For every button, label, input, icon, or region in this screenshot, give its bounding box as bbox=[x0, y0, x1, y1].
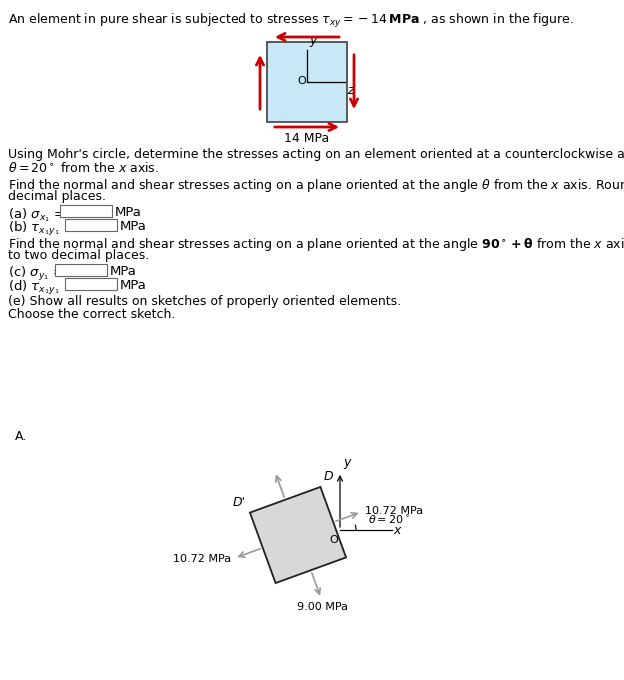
Text: x: x bbox=[393, 524, 401, 537]
Text: Using Mohr's circle, determine the stresses acting on an element oriented at a c: Using Mohr's circle, determine the stres… bbox=[8, 148, 624, 161]
Text: (e) Show all results on sketches of properly oriented elements.: (e) Show all results on sketches of prop… bbox=[8, 295, 401, 308]
Text: $\theta = 20^\circ$: $\theta = 20^\circ$ bbox=[368, 514, 410, 526]
Bar bbox=[55, 264, 107, 276]
Text: 14 MPa: 14 MPa bbox=[285, 132, 329, 145]
Bar bbox=[65, 278, 117, 290]
Text: D': D' bbox=[233, 496, 246, 509]
Text: 9.00 MPa: 9.00 MPa bbox=[297, 602, 348, 612]
Text: $\theta = 20^\circ$ from the $x$ axis.: $\theta = 20^\circ$ from the $x$ axis. bbox=[8, 161, 159, 175]
Text: decimal places.: decimal places. bbox=[8, 190, 106, 203]
Text: Find the normal and shear stresses acting on a plane oriented at the angle $\the: Find the normal and shear stresses actin… bbox=[8, 177, 624, 194]
Text: (a) $\sigma_{x_1}$ =: (a) $\sigma_{x_1}$ = bbox=[8, 206, 65, 224]
Text: 10.72 MPa: 10.72 MPa bbox=[173, 554, 231, 564]
Text: MPa: MPa bbox=[115, 206, 142, 219]
Text: MPa: MPa bbox=[110, 265, 137, 278]
Bar bbox=[60, 205, 112, 217]
Text: A.: A. bbox=[15, 430, 27, 443]
Text: y: y bbox=[343, 456, 350, 469]
Bar bbox=[65, 219, 117, 231]
Bar bbox=[267, 42, 347, 122]
Text: (c) $\sigma_{y_1}$ =: (c) $\sigma_{y_1}$ = bbox=[8, 265, 64, 283]
Text: D: D bbox=[323, 470, 333, 483]
Text: (b) $\tau_{x_1 y_1}$ =: (b) $\tau_{x_1 y_1}$ = bbox=[8, 220, 75, 238]
Text: An element in pure shear is subjected to stresses $\tau_{xy} = -14\,\mathbf{MPa}: An element in pure shear is subjected to… bbox=[8, 12, 574, 30]
Text: z: z bbox=[347, 84, 354, 97]
Text: to two decimal places.: to two decimal places. bbox=[8, 249, 149, 262]
Text: MPa: MPa bbox=[120, 220, 147, 233]
Text: y: y bbox=[309, 34, 316, 47]
Text: MPa: MPa bbox=[120, 279, 147, 292]
Text: (d) $\tau_{x_1 y_1}$ =: (d) $\tau_{x_1 y_1}$ = bbox=[8, 279, 75, 297]
Text: 10.72 MPa: 10.72 MPa bbox=[365, 505, 423, 515]
Polygon shape bbox=[250, 487, 346, 583]
Text: O: O bbox=[329, 535, 338, 545]
Text: O: O bbox=[297, 76, 306, 86]
Text: Choose the correct sketch.: Choose the correct sketch. bbox=[8, 308, 175, 321]
Text: Find the normal and shear stresses acting on a plane oriented at the angle $\mat: Find the normal and shear stresses actin… bbox=[8, 236, 624, 253]
